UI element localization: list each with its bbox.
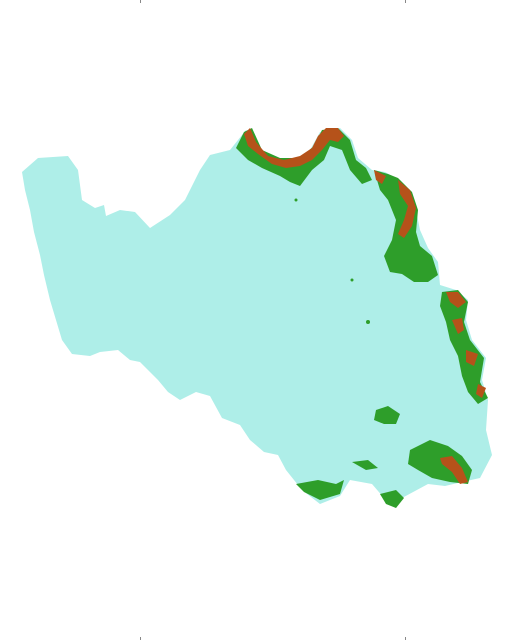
highland-south-ridge: [440, 456, 468, 484]
highland-east-ridge-2: [398, 180, 416, 238]
lowland-region: [22, 128, 492, 508]
inland-lake: [366, 320, 370, 324]
midland-south-cluster-3: [352, 460, 378, 470]
highland-east-ridge-3: [446, 292, 466, 308]
frame-tick-top-right: [405, 0, 406, 3]
highland-east-ridge-1: [374, 170, 386, 184]
highland-north-ridge: [244, 128, 344, 168]
midland-east-ridge-2: [440, 290, 488, 404]
frame-tick-top-left: [140, 0, 141, 3]
highland-east-ridge-6: [476, 384, 486, 398]
highland-east-ridge-5: [466, 350, 478, 366]
inland-lake-3: [350, 278, 354, 282]
frame-tick-bottom-right: [405, 637, 406, 640]
midland-south-cluster-4: [296, 480, 344, 500]
inland-lake-2: [294, 198, 298, 202]
highland-east-ridge-4: [452, 318, 464, 334]
midland-south-cluster-1: [374, 406, 400, 424]
frame-tick-bottom-left: [140, 637, 141, 640]
midland-south-cluster-5: [380, 490, 404, 508]
